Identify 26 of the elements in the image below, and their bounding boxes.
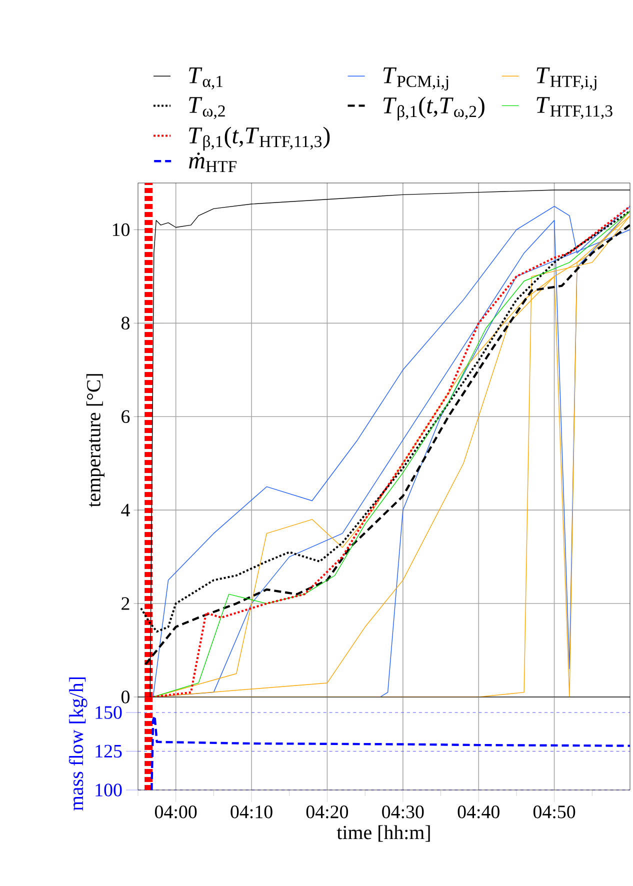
legend-label: T$_{β,1}$(t,T$_{HTF,11,3}$)	[189, 126, 330, 151]
legend-label: T$_{PCM,i,j}$	[383, 68, 448, 90]
y-tick-label: 10	[112, 223, 130, 236]
y-tick-label: 125	[96, 744, 122, 758]
legend-label: T$_{ω,2}$	[189, 97, 225, 120]
y-tick-label: 150	[96, 706, 122, 719]
legend-label: ṁ$_{HTF}$	[189, 152, 236, 172]
y-tick-label: 4	[121, 504, 130, 516]
x-tick-label: 04:50	[533, 806, 576, 818]
y-tick-label: 8	[121, 316, 130, 330]
y-axis-title: mass flow [kg/h]	[68, 677, 88, 811]
y-tick-label: 0	[121, 690, 130, 704]
y-tick-label: 6	[122, 410, 130, 423]
y-tick-label: 100	[96, 784, 122, 796]
x-tick-label: 04:20	[306, 806, 348, 818]
y-axis-title: temperature [°C]	[86, 374, 104, 508]
y-tick-label: 2	[122, 597, 130, 610]
legend-label: T$_{HTF,i,j}$	[536, 68, 596, 90]
x-axis-title: time [hh:m]	[336, 825, 430, 842]
x-tick-label: 04:00	[154, 806, 197, 818]
legend-label: T$_{β,1}$(t,T$_{ω,2}$)	[383, 96, 484, 121]
x-tick-label: 04:10	[230, 806, 272, 818]
x-tick-label: 04:30	[382, 806, 424, 818]
legend-label: T$_{α,1}$	[189, 68, 223, 90]
x-tick-label: 04:40	[458, 806, 500, 818]
legend-label: T$_{HTF,11,3}$	[536, 97, 612, 120]
